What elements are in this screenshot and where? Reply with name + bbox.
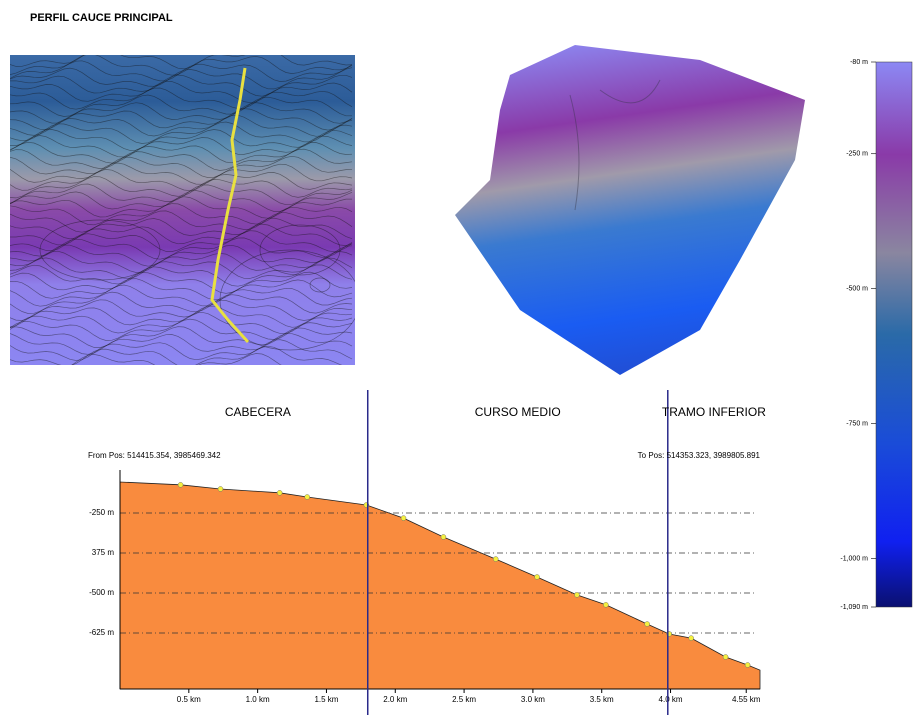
profile-point: [535, 575, 540, 580]
colorbar-label: -80 m: [850, 59, 868, 66]
page: PERFIL CAUCE PRINCIPAL -250 m 375 m -500 m…: [0, 0, 917, 715]
section-label: CURSO MEDIO: [475, 405, 561, 419]
profile-point: [603, 602, 608, 607]
profile-point: [401, 516, 406, 521]
profile-point: [305, 495, 310, 500]
terrain-3d: [455, 45, 805, 375]
page-title: PERFIL CAUCE PRINCIPAL: [30, 12, 173, 24]
x-tick-label: 4.55 km: [732, 695, 761, 704]
colorbar: [876, 62, 912, 607]
colorbar-label: -750 m: [846, 420, 868, 427]
x-tick-label: 2.5 km: [452, 695, 476, 704]
y-tick-label: -250 m: [89, 508, 114, 517]
profile-point: [493, 557, 498, 562]
x-tick-label: 1.5 km: [314, 695, 338, 704]
profile-point: [441, 535, 446, 540]
from-label: From Pos: 514415.354, 3985469.342: [88, 451, 221, 460]
profile-point: [645, 622, 650, 627]
profile-point: [745, 663, 750, 668]
profile-point: [574, 592, 579, 597]
y-tick-label: 375 m: [92, 548, 115, 557]
x-tick-label: 1.0 km: [246, 695, 270, 704]
profile-point: [723, 655, 728, 660]
profile-point: [689, 636, 694, 641]
y-tick-label: -500 m: [89, 588, 114, 597]
profile-point: [218, 487, 223, 492]
colorbar-label: -1,000 m: [840, 555, 868, 562]
x-tick-label: 4.0 km: [659, 695, 683, 704]
figure: PERFIL CAUCE PRINCIPAL -250 m 375 m -500 m…: [0, 0, 917, 715]
y-tick-label: -625 m: [89, 628, 114, 637]
to-label: To Pos: 514353.323, 3989805.891: [638, 451, 761, 460]
x-tick-label: 3.0 km: [521, 695, 545, 704]
profile-point: [277, 490, 282, 495]
section-label: TRAMO INFERIOR: [662, 405, 766, 419]
x-tick-label: 2.0 km: [383, 695, 407, 704]
contour-map: [10, 48, 360, 375]
colorbar-label: -500 m: [846, 285, 868, 292]
section-label: CABECERA: [225, 405, 291, 419]
colorbar-label: -250 m: [846, 151, 868, 158]
x-tick-label: 0.5 km: [177, 695, 201, 704]
colorbar-label: -1,090 m: [840, 604, 868, 611]
x-tick-label: 3.5 km: [590, 695, 614, 704]
profile-point: [178, 482, 183, 487]
